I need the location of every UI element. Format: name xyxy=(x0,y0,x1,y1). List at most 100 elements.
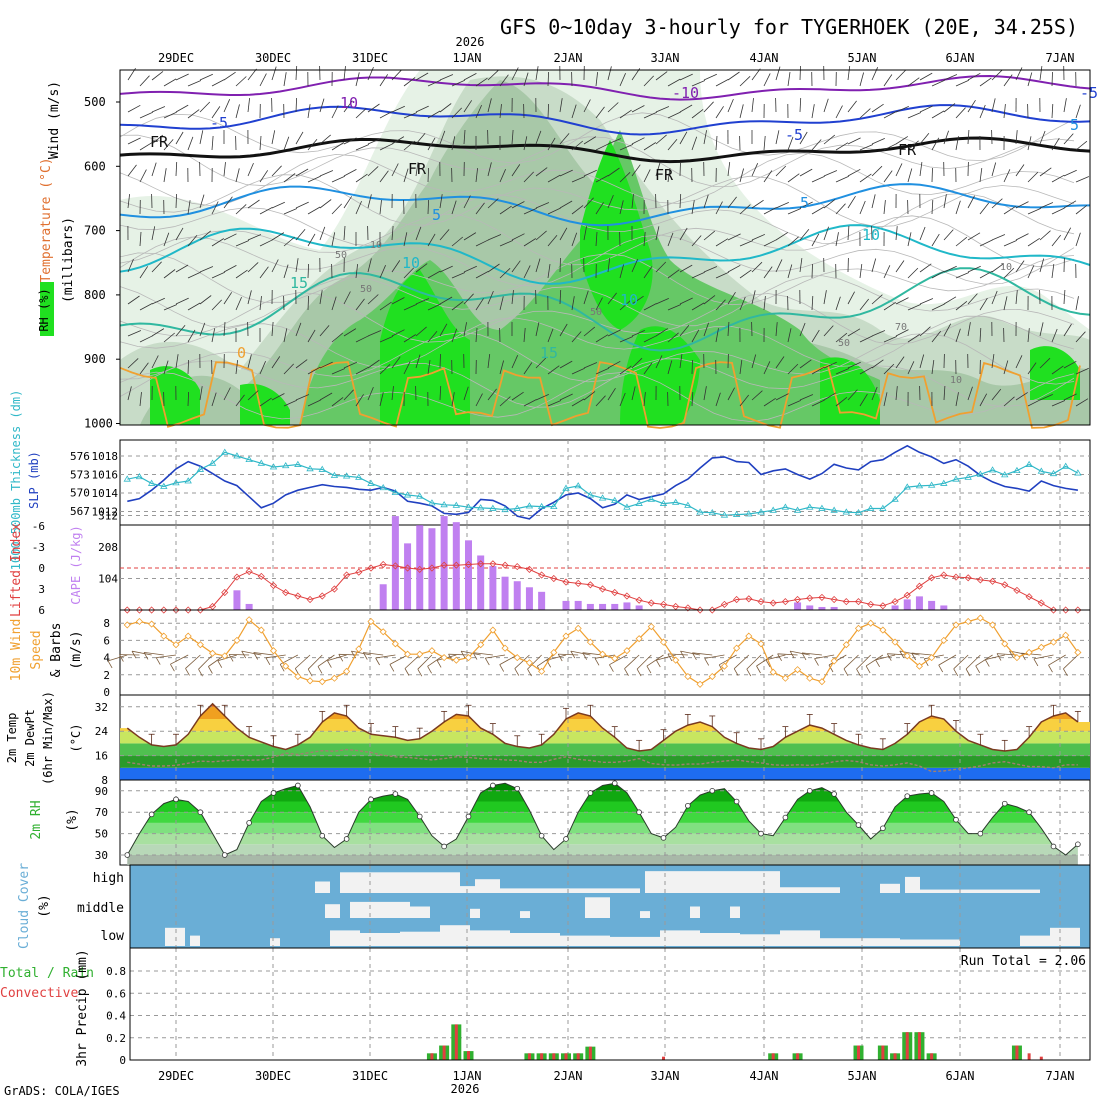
wind-barb xyxy=(175,131,184,145)
wind-barb xyxy=(235,204,247,215)
wind-barb xyxy=(475,327,478,343)
wind-barb-flag xyxy=(119,654,124,662)
wind-barb xyxy=(417,654,433,670)
wind-barb xyxy=(475,104,482,119)
wind-barb xyxy=(1039,167,1052,177)
wind-barb xyxy=(1027,399,1041,407)
wind-barb xyxy=(739,168,744,183)
lifted-index-point xyxy=(1001,581,1009,589)
wind-speed-point xyxy=(891,638,899,646)
wind-barb-flag xyxy=(265,657,271,665)
wind-barb xyxy=(331,296,337,311)
wind-barb xyxy=(439,265,453,273)
wind-barb xyxy=(775,393,789,401)
thickness-point xyxy=(1061,462,1070,469)
wind-barb xyxy=(823,226,829,241)
wind-barb xyxy=(847,389,858,401)
wind-barb xyxy=(991,234,1006,241)
wind-barb xyxy=(655,298,669,305)
wind-barb xyxy=(331,232,336,247)
wind-barb-flag xyxy=(472,652,478,660)
wind-barb xyxy=(847,137,861,145)
wind-barb xyxy=(847,66,851,81)
bottom-date-7jan: 7JAN xyxy=(1046,1069,1075,1083)
rh-point xyxy=(197,809,204,815)
wind-barb xyxy=(523,265,531,279)
wind-barb xyxy=(295,394,310,401)
wind-barb xyxy=(1075,232,1081,247)
wind-barb xyxy=(1075,296,1079,311)
rh-band xyxy=(127,801,1078,813)
lifted-index-point xyxy=(257,572,265,580)
wind-barb xyxy=(391,163,399,177)
wind-barb xyxy=(619,73,626,87)
wind-speed-point xyxy=(550,648,558,657)
wind-speed-point xyxy=(928,654,936,662)
contour-label: 5 xyxy=(432,206,441,224)
wind-barb xyxy=(151,328,165,337)
thickness-point xyxy=(513,504,521,511)
cloud-fraction-bar xyxy=(920,889,960,893)
thickness-point xyxy=(793,506,802,513)
contour-label: -10 xyxy=(672,84,699,102)
cape-bar xyxy=(513,581,521,610)
lifted-index-point xyxy=(915,582,924,590)
wind-barb xyxy=(511,233,525,241)
wind-barb xyxy=(1015,355,1023,369)
wind-barb xyxy=(871,386,878,401)
wind-barb xyxy=(967,72,981,81)
wind-barb xyxy=(499,104,502,119)
wind-barb xyxy=(1051,328,1058,343)
precip-convective-bar xyxy=(917,1032,921,1060)
lifted-index-point xyxy=(343,571,351,579)
wind-barb xyxy=(763,135,766,151)
wind-speed-point xyxy=(1025,648,1033,657)
wind-barb xyxy=(451,328,458,343)
wind-barb xyxy=(733,654,750,669)
wind-barb xyxy=(139,392,142,407)
wind-speed-point xyxy=(464,654,473,662)
wind-barb xyxy=(715,299,726,311)
wind-barb xyxy=(127,104,141,113)
lifted-index-point xyxy=(416,565,424,573)
wind-barb xyxy=(223,99,231,113)
lifted-index-point xyxy=(781,598,789,606)
wind-barb xyxy=(715,106,724,119)
wind-barb xyxy=(487,198,499,209)
wind-barb xyxy=(823,134,836,145)
rh-point xyxy=(343,836,350,842)
wind-barb xyxy=(307,104,311,119)
wind-barb xyxy=(859,335,873,343)
wind-barb xyxy=(1051,264,1055,279)
wind-barb xyxy=(535,130,542,145)
wind-barb xyxy=(835,396,848,407)
wind-barb xyxy=(631,386,636,401)
wind-barb xyxy=(439,296,453,305)
wind-barb xyxy=(271,66,277,81)
wind-barb xyxy=(391,69,402,81)
wind-barb xyxy=(1075,176,1090,183)
wind-barb xyxy=(996,653,1017,656)
temperature-band xyxy=(120,731,1090,744)
wind-barb-flag xyxy=(692,652,697,660)
wind-barb xyxy=(199,386,203,401)
wind-barb xyxy=(307,399,321,407)
wind-barb xyxy=(451,301,464,311)
wind-barb xyxy=(883,363,895,375)
lifted-index-point xyxy=(842,598,850,606)
wind-barb xyxy=(463,386,469,401)
wind-barb xyxy=(835,142,849,151)
cape-bar xyxy=(465,540,472,610)
wind-barb xyxy=(907,168,913,183)
wind-barb xyxy=(307,206,321,215)
contour-label: 50 xyxy=(360,284,372,295)
wind-barb xyxy=(499,296,504,311)
wind-barb xyxy=(943,130,949,145)
cape-bar xyxy=(830,606,838,610)
lifted-index-point xyxy=(282,588,290,597)
pressure-tick-500: 500 xyxy=(84,95,106,109)
wind-barb xyxy=(139,231,142,247)
wind-barb xyxy=(607,387,616,401)
wind-barb xyxy=(680,650,701,656)
